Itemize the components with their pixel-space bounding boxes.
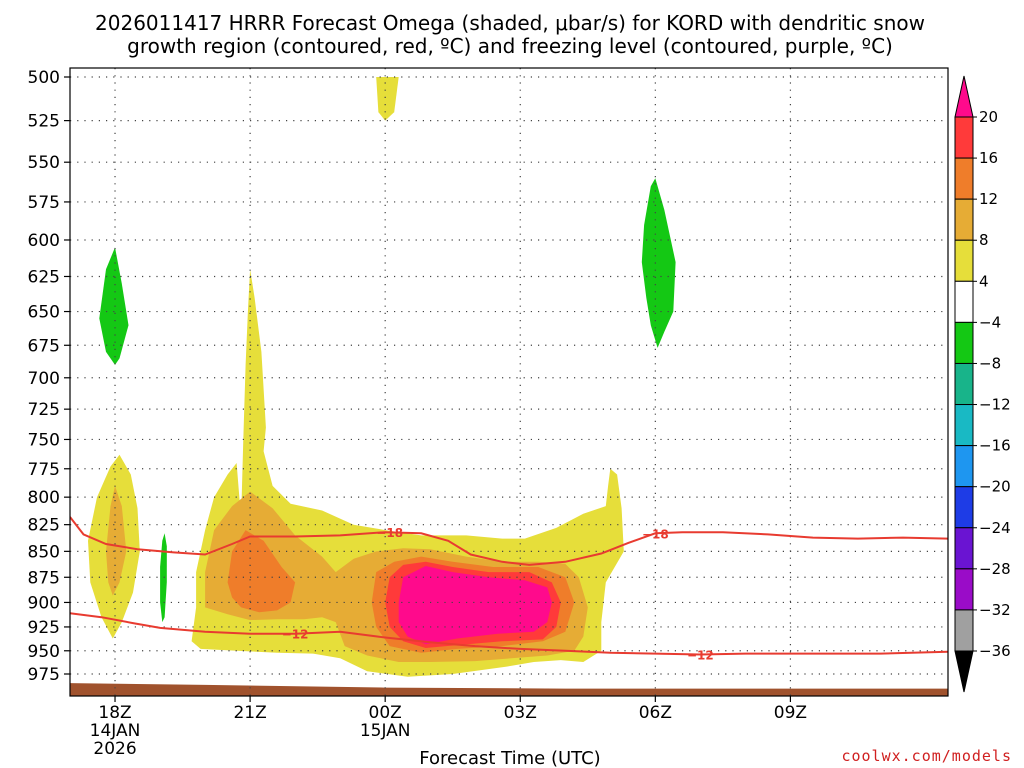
y-tick-label-725: 725: [28, 400, 60, 420]
contour-line--12: [70, 612, 948, 656]
omega-shade-_4_to_8-1: [160, 533, 167, 623]
y-tick-label-525: 525: [28, 112, 60, 132]
y-tick-label-775: 775: [28, 460, 60, 480]
colorbar-label-8: −16: [979, 437, 1011, 455]
y-tick-label-500: 500: [28, 68, 60, 88]
x-tick-label-00Z: 00Z: [369, 703, 402, 723]
colorbar-segment-1: [954, 116, 974, 159]
contour-label--12-1: −12: [687, 649, 714, 663]
omega-shade-_4_to_8-0: [99, 247, 129, 365]
colorbar-segment-11: [954, 527, 974, 570]
y-tick-label-825: 825: [28, 516, 60, 536]
colorbar-label-1: 16: [979, 149, 998, 167]
omega-shade-8_12-0: [106, 485, 127, 596]
y-tick-label-850: 850: [28, 542, 60, 562]
omega-shade-_4_to_8-2: [641, 178, 676, 348]
colorbar-segment-4: [954, 239, 974, 282]
x-tick-label-06Z: 06Z: [639, 703, 672, 723]
colorbar-label-7: −12: [979, 396, 1011, 414]
contour-label--18-1: −18: [642, 527, 669, 541]
colorbar-segment-2: [954, 157, 974, 200]
y-tick-label-975: 975: [28, 665, 60, 685]
y-tick-label-900: 900: [28, 593, 60, 613]
plot-clip-group: −18 −18 −12 −12: [70, 68, 948, 696]
y-tick-label-750: 750: [28, 430, 60, 450]
colorbar-segment-12: [954, 568, 974, 611]
x-tick-sublabel2-18Z: 2026: [93, 739, 136, 759]
x-tick-sublabel-18Z: 14JAN: [90, 721, 141, 741]
colorbar-segment-13: [954, 609, 974, 652]
colorbar-label-5: −4: [979, 313, 1001, 331]
colorbar-segment-8: [954, 404, 974, 447]
y-tick-label-600: 600: [28, 231, 60, 251]
contour-label--18-0: −18: [376, 526, 403, 540]
colorbar-label-3: 8: [979, 231, 989, 249]
terrain-ground: [70, 683, 948, 696]
omega-shade-4_8-2: [376, 77, 399, 121]
watermark: coolwx.com/models: [841, 747, 1012, 765]
contour-line--18: [70, 516, 948, 566]
colorbar-label-11: −28: [979, 560, 1011, 578]
colorbar-label-9: −20: [979, 478, 1011, 496]
y-tick-label-925: 925: [28, 618, 60, 638]
contour-label--12-0: −12: [282, 628, 309, 642]
x-tick-label-03Z: 03Z: [504, 703, 537, 723]
colorbar-segment-5: [954, 280, 974, 323]
colorbar-label-12: −32: [979, 601, 1011, 619]
x-tick-label-09Z: 09Z: [774, 703, 807, 723]
colorbar-label-2: 12: [979, 190, 998, 208]
chart-title-line-2: growth region (contoured, red, ºC) and f…: [127, 34, 893, 58]
colorbar-segment-6: [954, 321, 974, 364]
x-tick-sublabel-00Z: 15JAN: [360, 721, 411, 741]
omega-shade-12_16-0: [227, 530, 296, 613]
chart-title-line-1: 2026011417 HRRR Forecast Omega (shaded, …: [95, 11, 925, 35]
colorbar-top-triangle: [954, 75, 974, 118]
plot-area: −18 −18 −12 −12 500 525 550 575 600 625 650 675 700 7…: [28, 67, 949, 759]
x-tick-label-18Z: 18Z: [98, 703, 131, 723]
y-tick-label-575: 575: [28, 193, 60, 213]
colorbar-segment-10: [954, 486, 974, 529]
y-tick-label-675: 675: [28, 336, 60, 356]
colorbar-segment-9: [954, 445, 974, 488]
x-axis-label: Forecast Time (UTC): [419, 748, 600, 768]
y-tick-label-950: 950: [28, 642, 60, 662]
colorbar-segment-7: [954, 362, 974, 406]
y-tick-label-550: 550: [28, 153, 60, 173]
y-tick-label-875: 875: [28, 568, 60, 588]
colorbar: 20 16 12 8 4 −4 −8 −12 −16 −20 −24 −28 −32 −36: [954, 75, 1011, 693]
colorbar-label-4: 4: [979, 272, 989, 290]
y-tick-label-700: 700: [28, 369, 60, 389]
colorbar-label-0: 20: [979, 108, 998, 126]
colorbar-segment-3: [954, 198, 974, 241]
x-tick-label-21Z: 21Z: [233, 703, 266, 723]
colorbar-label-13: −36: [979, 642, 1011, 660]
colorbar-bottom-triangle: [954, 650, 974, 693]
colorbar-label-10: −24: [979, 519, 1011, 537]
y-tick-label-800: 800: [28, 488, 60, 508]
colorbar-label-6: −8: [979, 354, 1001, 372]
plot-frame: [69, 67, 949, 697]
y-tick-label-625: 625: [28, 267, 60, 287]
omega-shade->20-0: [398, 566, 552, 645]
y-tick-label-650: 650: [28, 303, 60, 323]
